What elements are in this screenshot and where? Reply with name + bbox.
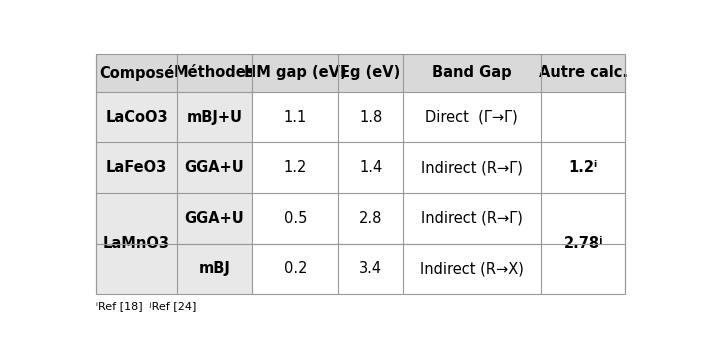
Text: LaFeO3: LaFeO3 [106, 160, 167, 175]
Text: Direct  (Γ→Γ): Direct (Γ→Γ) [425, 110, 518, 125]
Bar [252, 244, 339, 294]
Bar [177, 244, 252, 294]
Bar [252, 92, 339, 142]
Bar [96, 244, 177, 294]
Text: Indirect (R→Γ): Indirect (R→Γ) [421, 160, 523, 175]
Bar [541, 244, 625, 294]
Text: 1.2ⁱ: 1.2ⁱ [569, 160, 598, 175]
Text: 2.8: 2.8 [359, 211, 382, 226]
Text: 0.5: 0.5 [284, 211, 307, 226]
Text: Eg (eV): Eg (eV) [341, 65, 401, 80]
Text: Band Gap: Band Gap [432, 65, 512, 80]
Bar [96, 92, 177, 142]
Bar [541, 54, 625, 92]
Bar [403, 92, 541, 142]
Text: HM gap (eV): HM gap (eV) [244, 65, 346, 80]
Text: 0.2: 0.2 [284, 261, 307, 276]
Bar [541, 92, 625, 142]
Text: Composé: Composé [99, 65, 174, 81]
Bar [541, 142, 625, 193]
Bar [177, 142, 252, 193]
Bar [403, 193, 541, 244]
Bar [252, 54, 339, 92]
Text: GGA+U: GGA+U [184, 160, 244, 175]
Bar [177, 193, 252, 244]
Bar [177, 54, 252, 92]
Bar [339, 92, 403, 142]
Bar [96, 193, 177, 244]
Bar [96, 54, 177, 92]
Text: Indirect (R→Γ): Indirect (R→Γ) [421, 211, 523, 226]
Bar [339, 193, 403, 244]
Text: mBJ: mBJ [199, 261, 230, 276]
Text: 1.8: 1.8 [359, 110, 382, 125]
Text: LaCoO3: LaCoO3 [105, 110, 168, 125]
Text: Autre calc.: Autre calc. [539, 65, 628, 80]
Bar [403, 54, 541, 92]
Text: 1.1: 1.1 [284, 110, 307, 125]
Bar [339, 244, 403, 294]
Bar [339, 54, 403, 92]
Text: 1.4: 1.4 [359, 160, 382, 175]
Text: 3.4: 3.4 [359, 261, 382, 276]
Bar [403, 244, 541, 294]
Bar [339, 142, 403, 193]
Bar [96, 142, 177, 193]
Text: 1.2: 1.2 [284, 160, 307, 175]
Text: Indirect (R→X): Indirect (R→X) [420, 261, 524, 276]
Text: 2.78ʲ: 2.78ʲ [563, 236, 603, 251]
Text: ⁱRef [18]  ʲRef [24]: ⁱRef [18] ʲRef [24] [96, 301, 196, 311]
Bar [252, 193, 339, 244]
Text: LaMnO3: LaMnO3 [103, 236, 170, 251]
Text: GGA+U: GGA+U [184, 211, 244, 226]
Bar [541, 193, 625, 244]
Bar [252, 142, 339, 193]
Text: Méthodes: Méthodes [174, 65, 256, 80]
Bar [403, 142, 541, 193]
Text: mBJ+U: mBJ+U [187, 110, 243, 125]
Bar [177, 92, 252, 142]
